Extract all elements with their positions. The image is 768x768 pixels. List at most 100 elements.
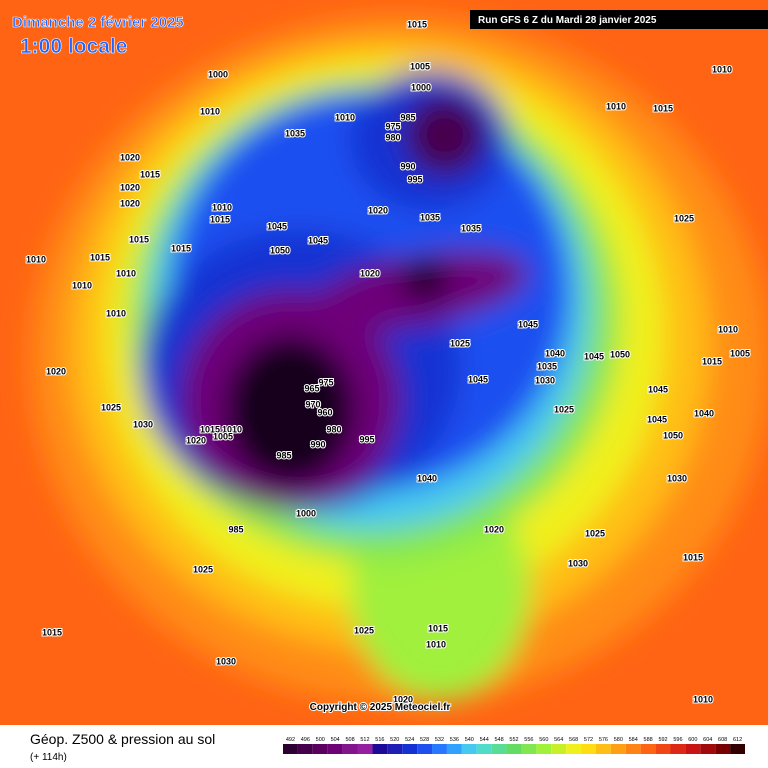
isobar-label: 1005 [213,431,233,441]
isobar-label: 1015 [90,252,110,262]
scale-label: 596 [673,737,682,743]
isobar-label: 1020 [120,198,140,208]
isobar-label: 1010 [72,280,92,290]
scale-swatch [372,744,388,754]
isobar-label: 1035 [537,361,557,371]
scale-swatch [581,744,596,754]
scale-swatch [521,744,537,754]
copyright: Copyright © 2025 Meteociel.fr [310,702,451,713]
scale-swatch [327,744,343,754]
scale-label: 516 [375,737,384,743]
scale-swatch [476,744,492,754]
scale-label: 568 [569,737,578,743]
isobar-label: 1015 [653,103,673,113]
isobar-label: 1015 [171,243,191,253]
isobar-label: 1010 [116,268,136,278]
scale-swatch [417,744,433,754]
scale-swatch [685,744,701,754]
isobar-label: 1005 [410,61,430,71]
isobar-label: 1010 [426,639,446,649]
isobar-label: 1020 [186,435,206,445]
scale-swatch [402,744,418,754]
scale-swatch [357,744,373,754]
isobar-label: 1010 [222,424,242,434]
isobar-label: 1045 [308,235,328,245]
isobar-label: 1040 [545,348,565,358]
isobar-label: 1045 [647,414,667,424]
isobar-label: 1020 [393,694,413,704]
scale-label: 564 [554,737,563,743]
scale-swatch [491,744,507,754]
footer-subtitle: (+ 114h) [30,752,67,763]
isobar-label: 1015 [140,169,160,179]
isobar-label: 1010 [718,324,738,334]
isobar-label: 1015 [428,623,448,633]
isobar-label: 1045 [648,384,668,394]
scale-swatch [283,744,298,754]
scale-swatch [700,744,716,754]
isobar-label: 1040 [694,408,714,418]
footer-title: Géop. Z500 & pression au sol [30,731,215,747]
scale-swatch [551,744,567,754]
scale-label: 528 [420,737,429,743]
isobar-label: 1030 [216,656,236,666]
isobar-label: 1025 [450,338,470,348]
isobar-label: 1015 [407,19,427,29]
scale-swatch [536,744,552,754]
scale-swatch [595,744,611,754]
isobar-label: 1010 [693,694,713,704]
scale-label: 504 [331,737,340,743]
scale-label: 604 [703,737,712,743]
isobar-label: 1015 [702,356,722,366]
isobar-label: 990 [310,439,325,449]
isobar-label: 985 [400,112,415,122]
scale-swatch [446,744,462,754]
isobar-label: 985 [276,450,291,460]
scale-swatch [730,744,745,754]
isobar-label: 1050 [270,245,290,255]
isobar-label: 1035 [461,223,481,233]
scale-label: 532 [435,737,444,743]
map-field [0,0,768,725]
isobar-label: 1050 [663,430,683,440]
scale-label: 520 [390,737,399,743]
isobar-label: 1020 [120,152,140,162]
isobar-label: 1045 [468,374,488,384]
isobar-label: 1010 [606,101,626,111]
scale-label: 508 [345,737,354,743]
scale-label: 592 [658,737,667,743]
scale-swatch [432,744,447,754]
scale-label: 608 [718,737,727,743]
isobar-label: 1015 [200,424,220,434]
isobar-label: 1030 [133,419,153,429]
scale-label: 512 [360,737,369,743]
scale-label: 560 [539,737,548,743]
scale-label: 544 [480,737,489,743]
scale-label: 540 [465,737,474,743]
isobar-label: 1020 [484,524,504,534]
scale-swatch [670,744,686,754]
scale-swatch [715,744,731,754]
scale-label: 572 [584,737,593,743]
isobar-label: 1025 [554,404,574,414]
scale-swatch [655,744,671,754]
scale-label: 500 [316,737,325,743]
isobar-label: 1035 [420,212,440,222]
scale-label: 556 [524,737,533,743]
scale-swatch [640,744,656,754]
isobar-label: 975 [385,121,400,131]
isobar-label: 1015 [683,552,703,562]
isobar-label: 970 [305,399,320,409]
scale-swatch [566,744,582,754]
isobar-label: 975 [318,377,333,387]
isobar-label: 1035 [285,128,305,138]
isobar-label: 1010 [106,308,126,318]
isobar-label: 1025 [193,564,213,574]
isobar-label: 980 [326,424,341,434]
scale-swatch [312,744,328,754]
map-date: Dimanche 2 février 2025 [12,14,184,31]
isobar-label: 1030 [667,473,687,483]
isobar-label: 1045 [518,319,538,329]
